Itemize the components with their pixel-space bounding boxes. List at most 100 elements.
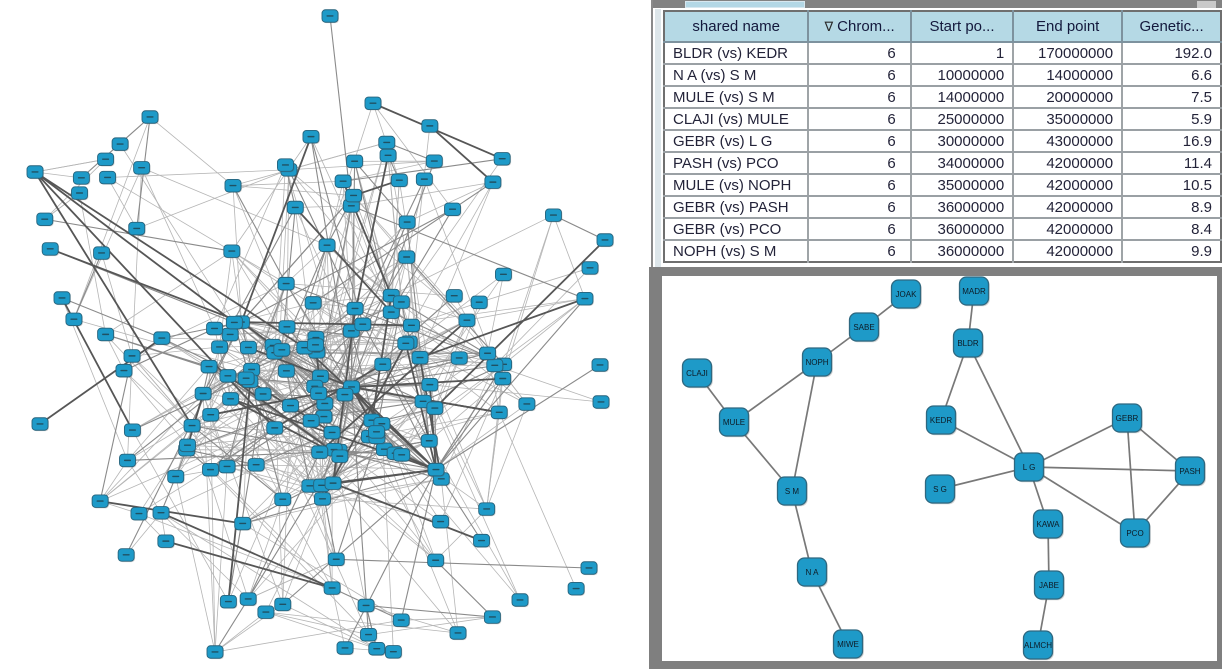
network-edge[interactable]: [390, 209, 454, 313]
network-edge[interactable]: [295, 205, 352, 208]
network-node[interactable]: [493, 152, 512, 166]
network-node[interactable]: [479, 346, 497, 361]
network-edge[interactable]: [351, 160, 435, 388]
network-node[interactable]: [567, 581, 585, 596]
network-edge[interactable]: [99, 500, 243, 525]
network-edge[interactable]: [286, 311, 392, 372]
network-node[interactable]: [336, 387, 354, 402]
network-node[interactable]: [31, 417, 49, 432]
table-cell[interactable]: 1: [910, 42, 1015, 65]
network-edge[interactable]: [34, 171, 193, 427]
network-edge[interactable]: [368, 616, 493, 636]
network-node[interactable]: [576, 291, 594, 306]
table-cell[interactable]: 42000000: [1013, 196, 1124, 219]
table-cell[interactable]: 30000000: [910, 130, 1015, 153]
network-node[interactable]: [511, 593, 529, 608]
table-row[interactable]: MULE (vs) S M 6 14000000 20000000 7.5: [664, 86, 1221, 109]
network-node[interactable]: [26, 165, 44, 180]
network-edge[interactable]: [406, 257, 421, 358]
network-edge[interactable]: [34, 171, 276, 429]
network-node[interactable]: [128, 221, 146, 236]
network-edge[interactable]: [161, 337, 406, 344]
network-edge[interactable]: [401, 616, 493, 621]
table-cell[interactable]: 6.6: [1122, 64, 1221, 87]
table-cell[interactable]: 7.5: [1122, 86, 1221, 109]
network-edge[interactable]: [262, 245, 328, 395]
network-edge[interactable]: [232, 185, 287, 284]
network-edge[interactable]: [265, 498, 323, 613]
network-edge[interactable]: [210, 414, 284, 605]
network-node[interactable]: [167, 469, 185, 484]
table-cell[interactable]: 10000000: [910, 64, 1015, 87]
network-edge[interactable]: [440, 478, 459, 634]
network-node[interactable]: [415, 172, 434, 187]
network-node[interactable]: [346, 154, 364, 169]
network-edge[interactable]: [214, 466, 228, 653]
network-edge[interactable]: [214, 619, 402, 653]
network-node[interactable]: [382, 305, 401, 320]
network-edge[interactable]: [240, 195, 354, 323]
subnetwork-canvas[interactable]: JOAK MADR SABE NOPH CLAJI BLDR MULE KEDR GEBR L G…: [662, 276, 1217, 661]
network-node[interactable]: [368, 425, 386, 440]
network-node[interactable]: [200, 359, 218, 374]
network-edge[interactable]: [343, 158, 503, 182]
table-cell[interactable]: 36000000: [910, 196, 1015, 219]
network-edge[interactable]: [335, 437, 378, 560]
network-node[interactable]: [254, 387, 272, 402]
network-edge[interactable]: [141, 167, 328, 246]
network-edge[interactable]: [160, 511, 333, 589]
table-cell[interactable]: GEBR (vs) PASH: [664, 196, 810, 219]
network-node[interactable]: [225, 315, 244, 330]
network-node[interactable]: [342, 324, 361, 339]
network-node[interactable]: [494, 267, 513, 282]
network-node[interactable]: [458, 313, 476, 328]
network-node[interactable]: [115, 363, 133, 378]
network-edge[interactable]: [411, 325, 460, 359]
table-cell[interactable]: 170000000: [1013, 42, 1124, 65]
network-node[interactable]: [360, 627, 378, 642]
network-edge[interactable]: [127, 460, 162, 513]
table-cell[interactable]: 35000000: [910, 174, 1015, 197]
table-row[interactable]: GEBR (vs) L G 6 30000000 43000000 16.9: [664, 130, 1221, 153]
network-node-madr[interactable]: MADR: [958, 276, 990, 307]
network-node[interactable]: [346, 301, 364, 316]
network-edge[interactable]: [322, 440, 430, 500]
table-cell[interactable]: PASH (vs) PCO: [664, 152, 810, 175]
table-cell[interactable]: 14000000: [910, 86, 1015, 109]
network-edge[interactable]: [255, 357, 421, 466]
network-node[interactable]: [117, 548, 136, 563]
network-edge[interactable]: [226, 427, 276, 467]
network-edge[interactable]: [350, 387, 370, 635]
network-edge[interactable]: [214, 611, 267, 653]
table-cell[interactable]: 6: [808, 64, 912, 87]
network-node[interactable]: [450, 351, 469, 366]
network-node[interactable]: [378, 135, 396, 150]
table-cell[interactable]: MULE (vs) NOPH: [664, 174, 810, 197]
table-cell[interactable]: 20000000: [1013, 86, 1124, 109]
network-node-pash[interactable]: PASH: [1174, 456, 1206, 487]
network-node[interactable]: [392, 295, 411, 310]
network-edge[interactable]: [435, 508, 487, 561]
network-edge[interactable]: [312, 181, 494, 304]
network-edge[interactable]: [231, 251, 242, 323]
network-edge[interactable]: [191, 425, 284, 500]
network-edge[interactable]: [210, 414, 216, 653]
network-edge[interactable]: [99, 425, 193, 502]
network-node[interactable]: [345, 188, 363, 203]
network-node[interactable]: [221, 327, 240, 342]
network-node[interactable]: [277, 364, 296, 379]
network-node[interactable]: [421, 378, 439, 392]
network-node[interactable]: [219, 369, 237, 384]
network-edge[interactable]: [365, 605, 459, 634]
network-edge[interactable]: [435, 378, 504, 470]
network-edge[interactable]: [99, 355, 133, 502]
network-edge[interactable]: [394, 452, 521, 601]
table-cell[interactable]: 36000000: [910, 218, 1015, 241]
network-edge[interactable]: [226, 466, 323, 500]
network-node[interactable]: [277, 158, 295, 173]
network-edge[interactable]: [39, 337, 163, 425]
network-edge[interactable]: [365, 604, 493, 618]
network-edge[interactable]: [435, 559, 493, 618]
network-edge[interactable]: [61, 297, 163, 339]
network-edge[interactable]: [319, 319, 468, 453]
